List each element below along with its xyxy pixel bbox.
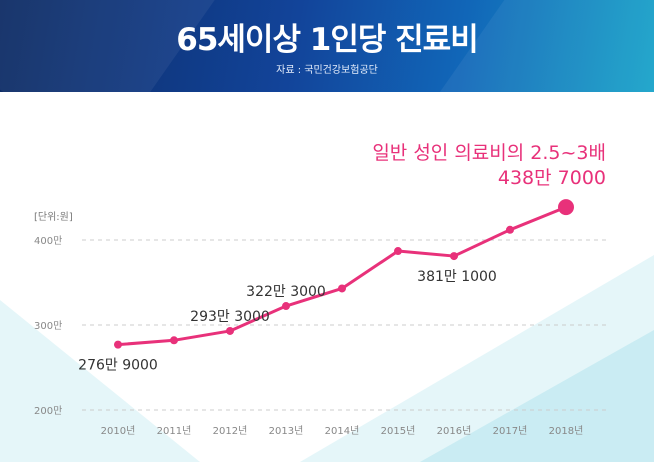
data-point bbox=[282, 302, 290, 311]
data-point bbox=[394, 247, 402, 256]
data-label: 276만 9000 bbox=[78, 358, 158, 374]
y-tick-label: 200만 bbox=[34, 405, 62, 417]
annotation-line-1: 일반 성인 의료비의 2.5~3배 bbox=[372, 142, 606, 164]
annotation-line-2: 438만 7000 bbox=[497, 167, 606, 189]
source-note: 자료 : 국민건강보험공단 bbox=[276, 65, 378, 76]
data-point bbox=[114, 340, 122, 349]
header-banner: 65세이상 1인당 진료비 자료 : 국민건강보험공단 bbox=[0, 0, 654, 92]
x-tick-label: 2016년 bbox=[437, 425, 472, 437]
page-title: 65세이상 1인당 진료비 bbox=[176, 22, 478, 58]
x-tick-label: 2014년 bbox=[325, 425, 360, 437]
y-tick-label: 300만 bbox=[34, 320, 62, 332]
background-decoration bbox=[420, 330, 654, 462]
data-point bbox=[226, 326, 234, 335]
x-tick-label: 2011년 bbox=[157, 425, 192, 437]
unit-label: [단위:원] bbox=[34, 212, 73, 223]
data-label: 293만 3000 bbox=[190, 309, 270, 325]
y-tick-label: 400만 bbox=[34, 235, 62, 247]
x-tick-label: 2010년 bbox=[101, 425, 136, 437]
highlight-point bbox=[558, 199, 574, 216]
x-tick-label: 2013년 bbox=[269, 425, 304, 437]
x-tick-label: 2012년 bbox=[213, 425, 248, 437]
data-point bbox=[338, 284, 346, 293]
x-tick-label: 2018년 bbox=[549, 425, 584, 437]
x-tick-label: 2015년 bbox=[381, 425, 416, 437]
background-decoration bbox=[0, 300, 200, 462]
headline-annotation: 일반 성인 의료비의 2.5~3배 438만 7000 bbox=[372, 141, 606, 191]
data-point bbox=[506, 225, 514, 234]
data-label: 322만 3000 bbox=[246, 284, 326, 300]
x-tick-label: 2017년 bbox=[493, 425, 528, 437]
data-point bbox=[170, 336, 178, 345]
data-point bbox=[450, 252, 458, 261]
series-line bbox=[117, 205, 567, 347]
data-label: 381만 1000 bbox=[417, 269, 497, 285]
